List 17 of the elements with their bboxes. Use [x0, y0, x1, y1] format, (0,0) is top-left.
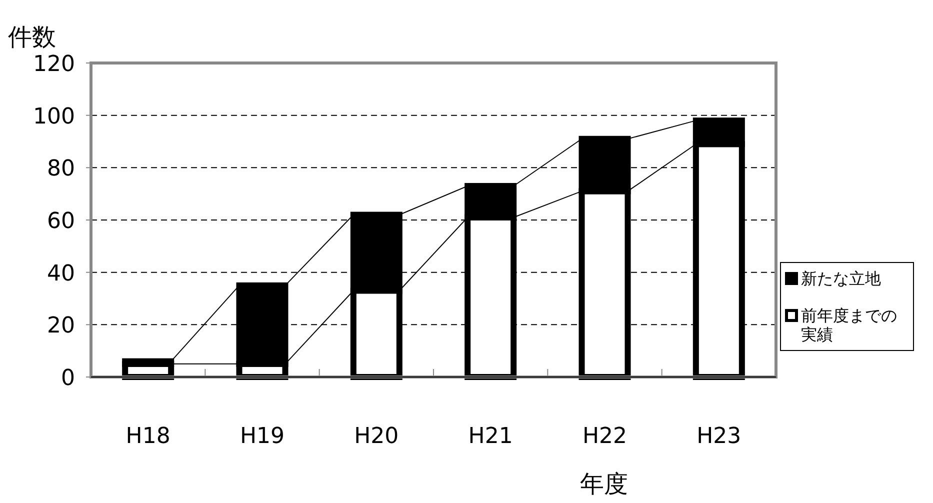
- x-tick-label: H21: [468, 424, 513, 449]
- y-tick-label: 60: [47, 209, 75, 234]
- legend-label: 新たな立地: [801, 269, 881, 288]
- x-axis-title: 年度: [580, 470, 628, 498]
- x-tick-label: H20: [354, 424, 399, 449]
- y-tick-label: 120: [33, 52, 75, 77]
- x-tick-label: H23: [696, 424, 742, 449]
- y-tick-label: 80: [47, 156, 75, 182]
- x-tick-label: H19: [240, 424, 285, 449]
- y-axis-title: 件数: [8, 23, 56, 51]
- legend-label: 前年度までの実績: [801, 306, 898, 344]
- x-tick-label: H22: [582, 424, 628, 449]
- y-tick-label: 40: [47, 261, 75, 286]
- y-tick-label: 20: [47, 314, 75, 339]
- x-tick-label: H18: [126, 424, 170, 449]
- y-tick-label: 0: [61, 366, 75, 391]
- y-tick-label: 100: [33, 104, 75, 130]
